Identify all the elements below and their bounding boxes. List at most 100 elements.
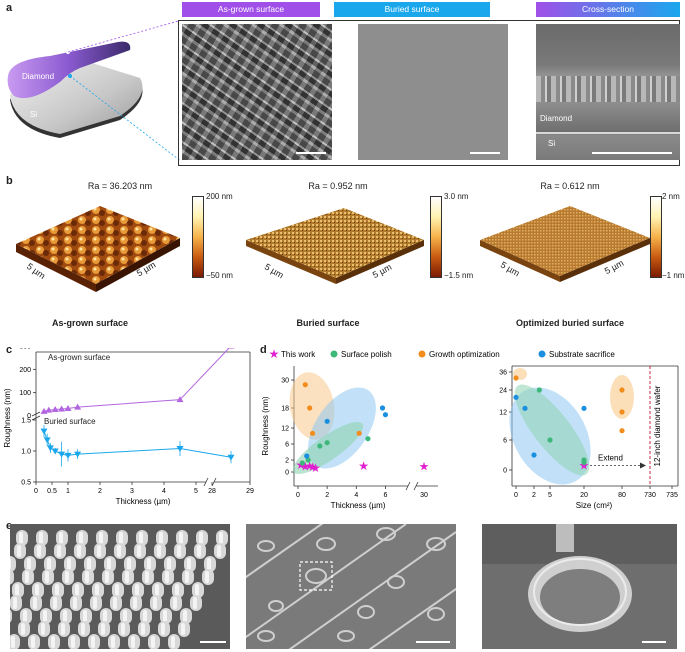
- colorbar-min: −1 nm: [662, 271, 685, 280]
- pillar-highlight: [159, 532, 163, 544]
- pillar-highlight: [85, 571, 89, 583]
- data-point: [302, 382, 308, 388]
- scale-bar: [470, 152, 500, 154]
- wafer-si-label: Si: [30, 110, 38, 119]
- y-tick-label: 2: [285, 458, 289, 465]
- pillar-highlight: [95, 584, 99, 596]
- data-point: [64, 452, 72, 459]
- pillar-highlight: [119, 532, 123, 544]
- data-point: [547, 437, 553, 443]
- pillar-highlight: [199, 532, 203, 544]
- x-tick-label: 30: [420, 492, 428, 499]
- data-point: [176, 446, 184, 453]
- pillar-highlight: [163, 610, 167, 622]
- pillar-highlight: [17, 545, 21, 557]
- pillar-highlight: [61, 623, 65, 635]
- x-tick-label: 735: [666, 492, 678, 499]
- afm-caption-optimized: Optimized buried surface: [515, 318, 625, 328]
- x-tick-label: 20: [580, 492, 588, 499]
- data-point: [619, 409, 625, 415]
- series-label-as-grown: As-grown surface: [48, 353, 111, 362]
- scale-bar: [592, 152, 672, 154]
- pillar-highlight: [151, 636, 155, 648]
- pillar-highlight: [111, 636, 115, 648]
- axis-break: [31, 411, 41, 417]
- pillar-highlight: [67, 558, 71, 570]
- panel-a-letter: a: [6, 2, 13, 14]
- x-tick-label: 1: [66, 488, 70, 495]
- legend-label: Substrate sacrifice: [549, 350, 615, 359]
- x-tick-label: 0: [296, 492, 300, 499]
- extend-arrowhead: [640, 462, 646, 469]
- y-tick-label: 6: [503, 438, 507, 445]
- legend-label: Growth optimization: [429, 350, 500, 359]
- pillar-highlight: [205, 571, 209, 583]
- y-tick-label: 100: [19, 390, 31, 397]
- sem-cross-section-image: Diamond Si: [536, 24, 680, 160]
- pillar-highlight: [57, 545, 61, 557]
- x-tick-label: 5: [548, 492, 552, 499]
- data-point: [227, 454, 235, 461]
- data-point: [307, 405, 313, 411]
- pillar-highlight: [59, 532, 63, 544]
- chart-d: ★ This work Surface polish Growth optimizat…: [261, 347, 679, 510]
- pillar-highlight: [175, 584, 179, 596]
- pillar-highlight: [193, 597, 197, 609]
- wafer-illustration: [7, 20, 180, 161]
- data-point: [51, 448, 59, 455]
- pillar-highlight: [167, 558, 171, 570]
- data-point: [74, 451, 82, 458]
- data-point: [64, 405, 72, 412]
- data-point: [382, 412, 389, 418]
- pillar-highlight: [147, 558, 151, 570]
- pillar-highlight: [121, 623, 125, 635]
- data-point: [304, 453, 310, 459]
- pillar-highlight: [155, 584, 159, 596]
- pillar-highlight: [141, 623, 145, 635]
- x-tick-label: 0: [34, 488, 38, 495]
- data-point: [43, 437, 51, 444]
- pillar-highlight: [135, 584, 139, 596]
- y-tick-label: 36: [499, 370, 507, 377]
- sem-ring-closeup: [482, 524, 677, 649]
- panel-b-letter: b: [6, 175, 13, 187]
- pillar-highlight: [153, 597, 157, 609]
- pillar-highlight: [133, 597, 137, 609]
- pillar-highlight: [31, 636, 35, 648]
- scale-bar: [642, 641, 666, 643]
- pillar-highlight: [161, 623, 165, 635]
- data-point: [619, 428, 625, 434]
- pillar: [10, 556, 16, 572]
- colorbar-min: −50 nm: [206, 271, 233, 280]
- legend-label: Surface polish: [341, 350, 392, 359]
- data-point: [324, 418, 330, 424]
- pillar-highlight: [125, 571, 129, 583]
- y-tick-label: 0: [27, 413, 31, 420]
- x-axis-label: Thickness (µm): [331, 501, 386, 510]
- x-tick-label: 6: [383, 492, 387, 499]
- pillar-highlight: [97, 545, 101, 557]
- y-tick-label: 12: [499, 410, 507, 417]
- zoom-box: [299, 561, 333, 591]
- scale-bar: [200, 641, 226, 643]
- data-point-this-work: ★: [304, 459, 315, 473]
- pillar-highlight: [173, 597, 177, 609]
- data-point: [581, 405, 587, 411]
- x-tick-label: 2: [532, 492, 536, 499]
- axis-break: [31, 415, 41, 421]
- data-point: [379, 405, 386, 411]
- y-tick-label: 1.5: [21, 418, 31, 425]
- y-tick-label: 6: [285, 442, 289, 449]
- y-tick-label: 200: [19, 367, 31, 374]
- extend-label: Extend: [598, 454, 623, 463]
- afm-caption-as-grown: As-grown surface: [51, 318, 129, 328]
- data-point: [531, 452, 537, 458]
- series-label-buried: Buried surface: [44, 417, 96, 426]
- cluster-surface-polish: [514, 384, 590, 476]
- data-point: [299, 460, 305, 466]
- pillar-highlight: [185, 571, 189, 583]
- data-point: [365, 436, 371, 442]
- pillar-highlight: [113, 597, 117, 609]
- pillar-highlight: [117, 545, 121, 557]
- axis-break: [203, 477, 209, 487]
